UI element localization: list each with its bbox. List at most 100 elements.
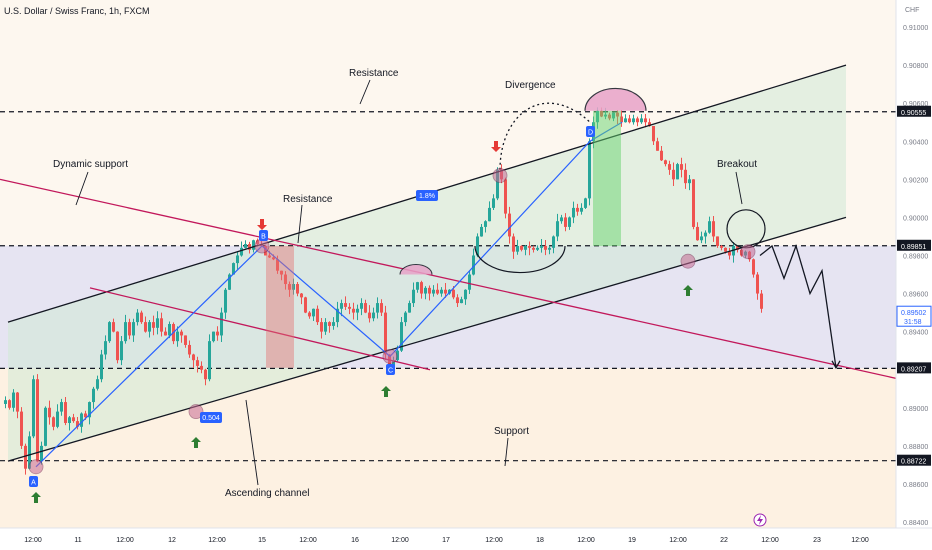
candle-body — [572, 207, 575, 218]
price-highlight-bg-1 — [897, 239, 931, 251]
candle-body — [424, 287, 427, 294]
lightning-icon — [757, 515, 763, 525]
candle-body — [16, 392, 19, 412]
arrow-down-icon-div — [491, 141, 501, 152]
red-box — [266, 245, 294, 368]
dynamic-support-line — [0, 178, 901, 380]
breakout-pointer — [735, 171, 743, 205]
candle-body — [504, 179, 507, 214]
candle-body — [84, 413, 87, 418]
price-axis-bg — [896, 0, 932, 550]
candle-body — [280, 270, 283, 275]
candle-body — [588, 141, 591, 199]
pivot-circle-3 — [382, 348, 398, 364]
resistance-mid-label: Resistance — [283, 194, 333, 205]
candle-body — [36, 379, 39, 462]
candle-body — [72, 417, 75, 422]
dynamic-support-pointer — [75, 171, 89, 206]
candle-body — [32, 379, 35, 437]
time-axis[interactable]: 12:00 11 12:00 12 12:00 15 12:00 16 12:00 17 12:00… — [0, 513, 932, 550]
candle-body — [460, 299, 463, 304]
price-highlight-label-1: 0.89851 — [901, 244, 926, 251]
candle-body — [452, 289, 455, 298]
projection-arrowhead — [831, 360, 841, 370]
candle-body — [416, 282, 419, 290]
candle-body — [24, 445, 27, 469]
candle-body — [220, 312, 223, 336]
candle-body — [352, 308, 355, 313]
candle-body — [412, 289, 415, 304]
candle-body — [480, 226, 483, 237]
candle-body — [224, 289, 227, 313]
title-label: U.S. Dollar / Swiss Franc, 1h, FXCM — [4, 6, 150, 16]
candle-body — [624, 118, 627, 123]
candle-body — [344, 303, 347, 307]
price-tick-label: 0.89600 — [903, 292, 928, 299]
candle-body — [728, 251, 731, 256]
rounding-arc — [474, 245, 566, 274]
candle-body — [340, 303, 343, 309]
candle-body — [116, 331, 119, 361]
time-tick-label: 12:00 — [669, 537, 687, 544]
candle-body — [620, 116, 623, 123]
candle-body — [552, 236, 555, 248]
point-a-label: A — [31, 480, 36, 487]
candle-body — [268, 255, 271, 258]
candle-body — [668, 164, 671, 170]
candle-body — [232, 263, 235, 275]
candle-body — [540, 245, 543, 248]
candle-body — [188, 344, 191, 355]
candle-body — [76, 421, 79, 427]
candle-body — [644, 118, 647, 123]
arrow-up-icon-b — [191, 437, 201, 448]
pivot-circle-1 — [188, 404, 204, 419]
candle-body — [356, 308, 359, 313]
time-tick-label: 17 — [442, 537, 450, 544]
candle-body — [68, 417, 71, 424]
candle-body — [28, 436, 31, 469]
price-axis[interactable]: CHF 0.91000 0.90800 0.90600 0.90400 0.90200 0.… — [895, 0, 932, 550]
candle-body — [284, 274, 287, 285]
candle-body — [536, 247, 539, 250]
price-tick-label: 0.88600 — [903, 482, 928, 489]
price-highlight-bg-3 — [897, 362, 931, 374]
candle-body — [736, 245, 739, 250]
candle-body — [132, 322, 135, 336]
candle-body — [144, 322, 147, 332]
candle-body — [336, 308, 339, 323]
point-b-label-bg — [259, 230, 268, 241]
candle-body — [404, 312, 407, 323]
channel-lower-line — [7, 216, 847, 462]
candle-body — [660, 150, 663, 161]
overlays: A B C D 1.8% 0.504 — [28, 87, 766, 503]
countdown-label: 31:58 — [904, 319, 922, 326]
time-tick-label: 23 — [813, 537, 821, 544]
candle-body — [304, 297, 307, 313]
candle-body — [456, 297, 459, 304]
candle-body — [248, 244, 251, 250]
candle-body — [496, 169, 499, 199]
point-c-label-bg — [386, 364, 395, 375]
candle-body — [656, 141, 659, 151]
time-tick-label: 11 — [74, 537, 81, 544]
price-highlight-label-3: 0.89207 — [901, 366, 926, 373]
price-tick-label: 0.89400 — [903, 330, 928, 337]
candle-body — [156, 318, 159, 328]
time-tick-label: 22 — [720, 537, 728, 544]
currency-label: CHF — [905, 7, 919, 14]
price-highlight-label-0: 0.90555 — [901, 110, 926, 117]
candle-body — [160, 318, 163, 332]
time-tick-label: 12:00 — [391, 537, 409, 544]
support-label: Support — [494, 426, 529, 437]
candle-body — [380, 303, 383, 313]
time-tick-label: 12:00 — [577, 537, 595, 544]
candle-body — [124, 322, 127, 342]
candle-body — [184, 335, 187, 345]
price-highlight-bg-4 — [897, 454, 931, 466]
candle-body — [312, 308, 315, 317]
candle-body — [100, 354, 103, 380]
candle-body — [692, 179, 695, 227]
arrow-up-icon-a — [31, 492, 41, 503]
candle-body — [348, 306, 351, 309]
